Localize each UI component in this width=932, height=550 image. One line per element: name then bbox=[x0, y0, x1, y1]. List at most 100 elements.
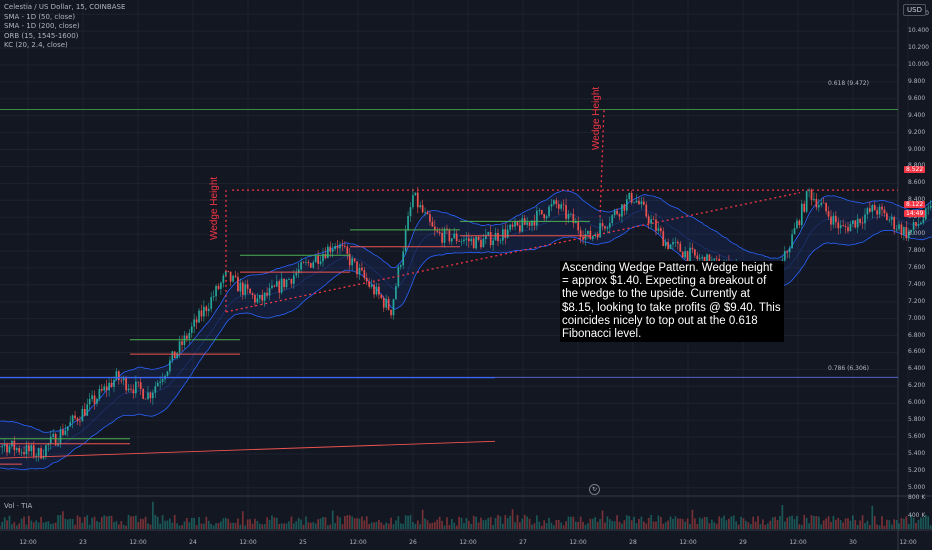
candle-body bbox=[888, 219, 891, 221]
volume-bar bbox=[336, 515, 339, 529]
candle-body bbox=[409, 207, 412, 217]
wedge-height-label-left[interactable]: Wedge Height bbox=[209, 176, 220, 240]
price-tick-label: 8.000 bbox=[908, 230, 926, 238]
candle-body bbox=[796, 220, 798, 229]
wedge-height-label-right[interactable]: Wedge Height bbox=[591, 86, 602, 150]
volume-bar bbox=[523, 514, 526, 529]
volume-bar bbox=[178, 525, 181, 529]
price-tick-label: 7.800 bbox=[908, 247, 926, 254]
volume-bar bbox=[117, 524, 120, 529]
candle-body bbox=[302, 262, 305, 263]
candle-body bbox=[876, 210, 879, 215]
volume-bar bbox=[382, 524, 385, 529]
volume-bar bbox=[108, 515, 110, 529]
symbol-title[interactable]: Celestia / US Dollar, 15, COINBASE bbox=[4, 3, 126, 11]
volume-bar bbox=[776, 520, 779, 529]
price-tick-label: 6.400 bbox=[908, 365, 926, 373]
candle-body bbox=[638, 200, 640, 205]
volume-bar bbox=[300, 519, 302, 529]
volume-bar bbox=[402, 523, 405, 529]
replay-icon[interactable]: ↻ bbox=[589, 484, 600, 495]
candle-body bbox=[319, 261, 322, 264]
candle-body bbox=[139, 382, 142, 389]
text-annotation[interactable]: Ascending Wedge Pattern. Wedge height = … bbox=[560, 261, 784, 343]
volume-bar bbox=[492, 525, 494, 529]
volume-bar bbox=[859, 520, 861, 529]
volume-bar bbox=[154, 514, 157, 529]
volume-bar bbox=[842, 522, 844, 529]
sma-200-line bbox=[0, 440, 496, 459]
indicator-keltner[interactable]: KC (20, 2.4, close) bbox=[4, 41, 68, 49]
candle-body bbox=[244, 284, 247, 295]
volume-bar bbox=[120, 521, 123, 529]
candle-body bbox=[856, 218, 859, 228]
volume-bar bbox=[69, 518, 72, 529]
indicator-orb[interactable]: ORB (15, 1545-1600) bbox=[4, 31, 79, 40]
volume-bar bbox=[633, 516, 635, 529]
candle-body bbox=[356, 261, 358, 275]
volume-bar bbox=[803, 514, 806, 529]
candle-body bbox=[256, 298, 259, 303]
volume-bar bbox=[740, 516, 742, 529]
candle-body bbox=[650, 219, 652, 224]
candle-body bbox=[402, 251, 405, 266]
time-tick-label: 29 bbox=[739, 539, 747, 546]
candle-body bbox=[798, 220, 801, 225]
price-axis[interactable]: 10.60010.40010.20010.0009.8009.6009.4009… bbox=[898, 0, 932, 530]
volume-bar bbox=[514, 522, 516, 529]
volume-label[interactable]: Vol · TIA bbox=[4, 502, 33, 510]
volume-bar bbox=[521, 518, 524, 529]
volume-tick-label: 400 K bbox=[908, 512, 926, 519]
candle-body bbox=[562, 204, 565, 206]
indicator-sma-50[interactable]: SMA - 1D (50, close) bbox=[4, 12, 76, 21]
candle-body bbox=[482, 238, 485, 248]
volume-bar bbox=[737, 524, 740, 529]
volume-bar bbox=[173, 514, 176, 529]
candle-body bbox=[307, 262, 310, 264]
volume-bar bbox=[550, 522, 553, 529]
volume-bar bbox=[548, 517, 550, 529]
volume-bar bbox=[616, 515, 618, 529]
volume-bar bbox=[256, 520, 259, 529]
volume-bar bbox=[6, 520, 8, 529]
volume-bar bbox=[509, 515, 511, 529]
candle-body bbox=[820, 202, 823, 206]
candle-body bbox=[134, 381, 137, 394]
candle-body bbox=[115, 371, 118, 380]
candle-body bbox=[589, 230, 592, 240]
candle-body bbox=[176, 352, 179, 359]
candle-body bbox=[852, 220, 854, 225]
price-tag-countdown: 14:49 bbox=[904, 210, 926, 217]
candle-body bbox=[341, 244, 344, 246]
volume-bar bbox=[689, 523, 691, 529]
volume-bar bbox=[482, 520, 485, 529]
candle-body bbox=[924, 208, 927, 220]
candle-body bbox=[489, 232, 492, 246]
volume-tick-label: 800 K bbox=[908, 494, 926, 501]
candle-body bbox=[404, 230, 407, 252]
candle-body bbox=[113, 379, 115, 387]
volume-bar bbox=[152, 501, 154, 529]
volume-bar bbox=[319, 518, 322, 529]
volume-bar bbox=[720, 517, 723, 529]
volume-bar bbox=[283, 523, 285, 529]
volume-bar bbox=[757, 516, 759, 529]
volume-bar bbox=[288, 521, 290, 529]
candle-body bbox=[363, 270, 366, 278]
volume-bar bbox=[864, 523, 866, 529]
price-tick-label: 7.400 bbox=[908, 280, 926, 288]
volume-bar bbox=[562, 525, 565, 529]
volume-bar bbox=[23, 516, 25, 529]
candle-body bbox=[288, 278, 290, 280]
time-axis[interactable]: 12:00 23 12:00 24 12:00 25 12:00 26 12:00 27 12:00… bbox=[0, 530, 932, 550]
volume-bar bbox=[363, 520, 366, 529]
price-tick-label: 10.000 bbox=[908, 60, 929, 68]
volume-bar bbox=[450, 518, 453, 529]
currency-button[interactable]: USD bbox=[903, 4, 926, 16]
candle-body bbox=[805, 191, 808, 212]
volume-bar bbox=[234, 522, 237, 529]
indicator-sma-200[interactable]: SMA - 1D (200, close) bbox=[4, 22, 80, 30]
candle-body bbox=[0, 446, 1, 448]
